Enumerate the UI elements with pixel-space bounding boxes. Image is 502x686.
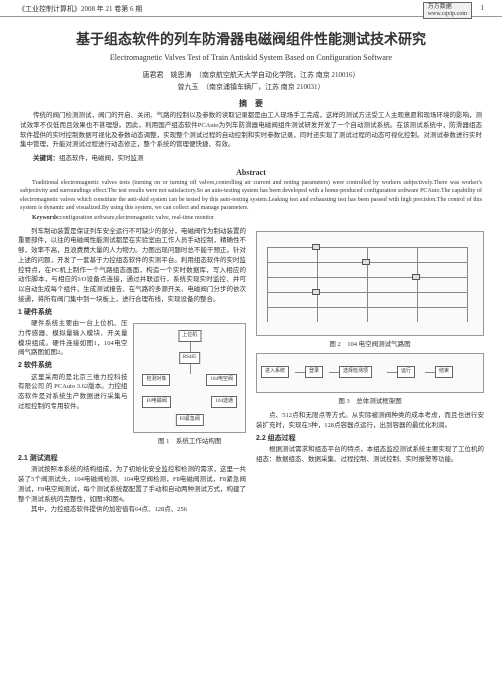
figure-1-wrap: 上位机 RS485 检测对象 104电空阀 F8电磁阀 104选通 F8紧急阀 … xyxy=(133,319,246,451)
fig1-box-b: RS485 xyxy=(179,352,201,364)
fig3-box-c: 选择检测项 xyxy=(339,366,372,378)
fig3-box-a: 进入系统 xyxy=(261,366,289,378)
fig1-box-c: 检测对象 xyxy=(142,374,170,386)
fig3-box-e: 结束 xyxy=(435,366,453,378)
journal-name: 《工业控制计算机》2008 年 21 卷第 6 期 xyxy=(18,4,142,14)
abstract-cn-label: 摘 要 xyxy=(0,98,502,109)
intro-paragraph: 列车制动装置是保证列车安全运行不可缺少的部分，电磁阀作为制动装置的重要部件，以往… xyxy=(18,227,246,305)
figure-2 xyxy=(256,231,484,336)
keywords-chinese: 关键词：组态软件，电磁阀，实时监测 xyxy=(0,152,502,162)
heading-software: 2 软件系统 xyxy=(18,361,127,372)
keywords-cn-label: 关键词： xyxy=(33,155,59,162)
keywords-en-text: configuration software,electromagnetic v… xyxy=(60,215,214,221)
watermark-box: 万方数据 www.cqvip.com xyxy=(423,2,472,19)
fig1-box-g: F8紧急阀 xyxy=(176,414,204,426)
keywords-en-label: Keywords: xyxy=(32,215,60,221)
abstract-english: Traditional electromagnetic valves tests… xyxy=(0,179,502,213)
fig1-box-f: 104选通 xyxy=(211,396,237,408)
heading-hardware: 1 硬件系统 xyxy=(18,308,246,319)
left-wrap-block: 硬件系统主要由一台上位机、压力传感器、模拟量输入模块、开关量模块组成。硬件连接如… xyxy=(18,319,127,413)
hardware-text: 硬件系统主要由一台上位机、压力传感器、模拟量输入模块、开关量模块组成。硬件连接如… xyxy=(18,319,127,358)
para-2-2: 根据测试需求和组态平台的特点，本组态监控测试系统主要实现了工位机的组态：数据组态… xyxy=(256,445,484,465)
figure-1-caption: 图 1 系统工作站构图 xyxy=(133,437,246,447)
right-column: 图 2 104 电空阀测试气路图 进入系统 登录 选择检测项 运行 结束 图 3… xyxy=(256,227,484,517)
fig1-box-e: F8电磁阀 xyxy=(142,396,170,408)
figure-3-caption: 图 3 总体测试框架图 xyxy=(256,397,484,407)
title-chinese: 基于组态软件的列车防滑器电磁阀组件性能测试技术研究 xyxy=(0,29,502,49)
abstract-en-label: Abstract xyxy=(0,168,502,177)
keywords-cn-text: 组态软件，电磁阀，实时监测 xyxy=(59,155,144,162)
right-para-1: 点、512点和无限点等方式。从实际被测阀种类的成本考虑，而且也进行安装扩充时，实… xyxy=(256,411,484,431)
watermark-line2: www.cqvip.com xyxy=(428,11,467,18)
figure-1: 上位机 RS485 检测对象 104电空阀 F8电磁阀 104选通 F8紧急阀 xyxy=(133,323,246,433)
fig3-box-b: 登录 xyxy=(305,366,323,378)
abstract-chinese: 传统的阀门检测测试，阀门的开启、关闭、气路的控制以及参数的读取记录都是由工人现场… xyxy=(0,111,502,150)
para-2-1: 测试按照本系统的结构组成，为了初始化安全监控和检测的需求，这里一共装了5个阀测试… xyxy=(18,465,246,504)
figure-2-caption: 图 2 104 电空阀测试气路图 xyxy=(256,340,484,350)
authors-line1: 唐君君 姚恩涛 （南京航空航天大学自动化学院，江苏 南京 210016） xyxy=(0,70,502,80)
watermark-line1: 万方数据 xyxy=(428,4,467,11)
page-number: 1 xyxy=(481,4,485,14)
authors-line2: 曾九玉 （南京浦镇车辆厂，江苏 南京 210031） xyxy=(0,82,502,92)
fig3-box-d: 运行 xyxy=(397,366,415,378)
figure-3: 进入系统 登录 选择检测项 运行 结束 xyxy=(256,353,484,393)
para-2-1b: 其中，力控组态软件提供的加密值有64点、128点、256 xyxy=(18,505,246,515)
heading-2-2: 2.2 组态过程 xyxy=(256,434,484,445)
heading-2-1: 2.1 测试流程 xyxy=(18,454,246,465)
fig1-box-a: 上位机 xyxy=(178,330,201,342)
title-english: Electromagnetic Valves Test of Train Ant… xyxy=(0,53,502,62)
left-column: 列车制动装置是保证列车安全运行不可缺少的部分，电磁阀作为制动装置的重要部件，以往… xyxy=(18,227,246,517)
software-text: 这里采用的是北京三维力控科技有限公司 的 PCAuto 3.62版本。力控组态软… xyxy=(18,373,127,412)
body-columns: 列车制动装置是保证列车安全运行不可缺少的部分，电磁阀作为制动装置的重要部件，以往… xyxy=(0,221,502,517)
fig1-box-d: 104电空阀 xyxy=(206,374,237,386)
